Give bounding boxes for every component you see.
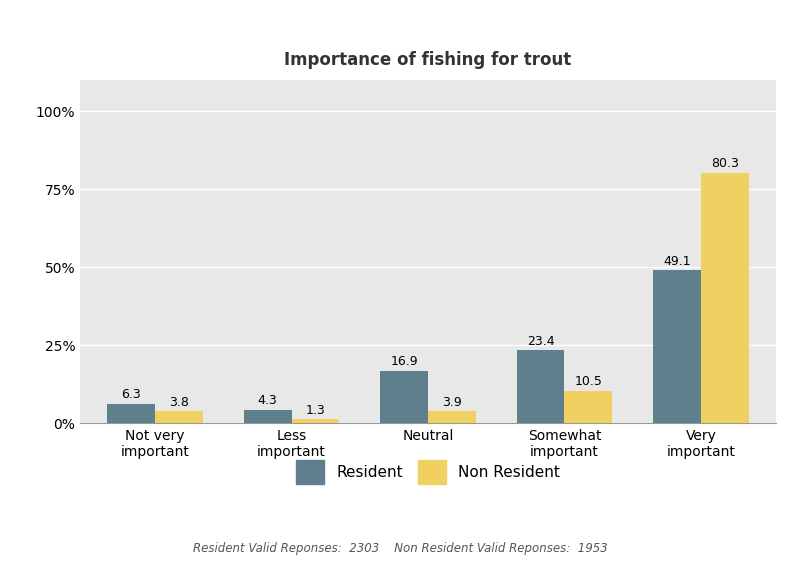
Text: Resident Valid Reponses:  2303    Non Resident Valid Reponses:  1953: Resident Valid Reponses: 2303 Non Reside…	[193, 542, 607, 555]
Text: 10.5: 10.5	[574, 375, 602, 388]
Bar	[517, 350, 565, 423]
Text: 4.3: 4.3	[258, 394, 278, 407]
Bar	[244, 410, 291, 423]
Text: 3.8: 3.8	[169, 396, 189, 409]
Bar	[155, 411, 203, 423]
Text: Importance of fishing for trout: Importance of fishing for trout	[284, 51, 572, 69]
Bar	[380, 371, 428, 423]
Text: 23.4: 23.4	[526, 335, 554, 348]
Text: 49.1: 49.1	[663, 255, 691, 268]
Text: 1.3: 1.3	[306, 404, 326, 417]
Bar	[653, 270, 701, 423]
Legend: Resident, Non Resident: Resident, Non Resident	[290, 454, 566, 490]
Text: 3.9: 3.9	[442, 396, 462, 408]
Text: 16.9: 16.9	[390, 355, 418, 368]
Text: 6.3: 6.3	[122, 388, 141, 401]
Bar	[107, 404, 155, 423]
Bar	[291, 419, 339, 423]
Text: 80.3: 80.3	[711, 157, 738, 170]
Bar	[701, 173, 749, 423]
Bar	[428, 411, 476, 423]
Bar	[565, 391, 612, 423]
